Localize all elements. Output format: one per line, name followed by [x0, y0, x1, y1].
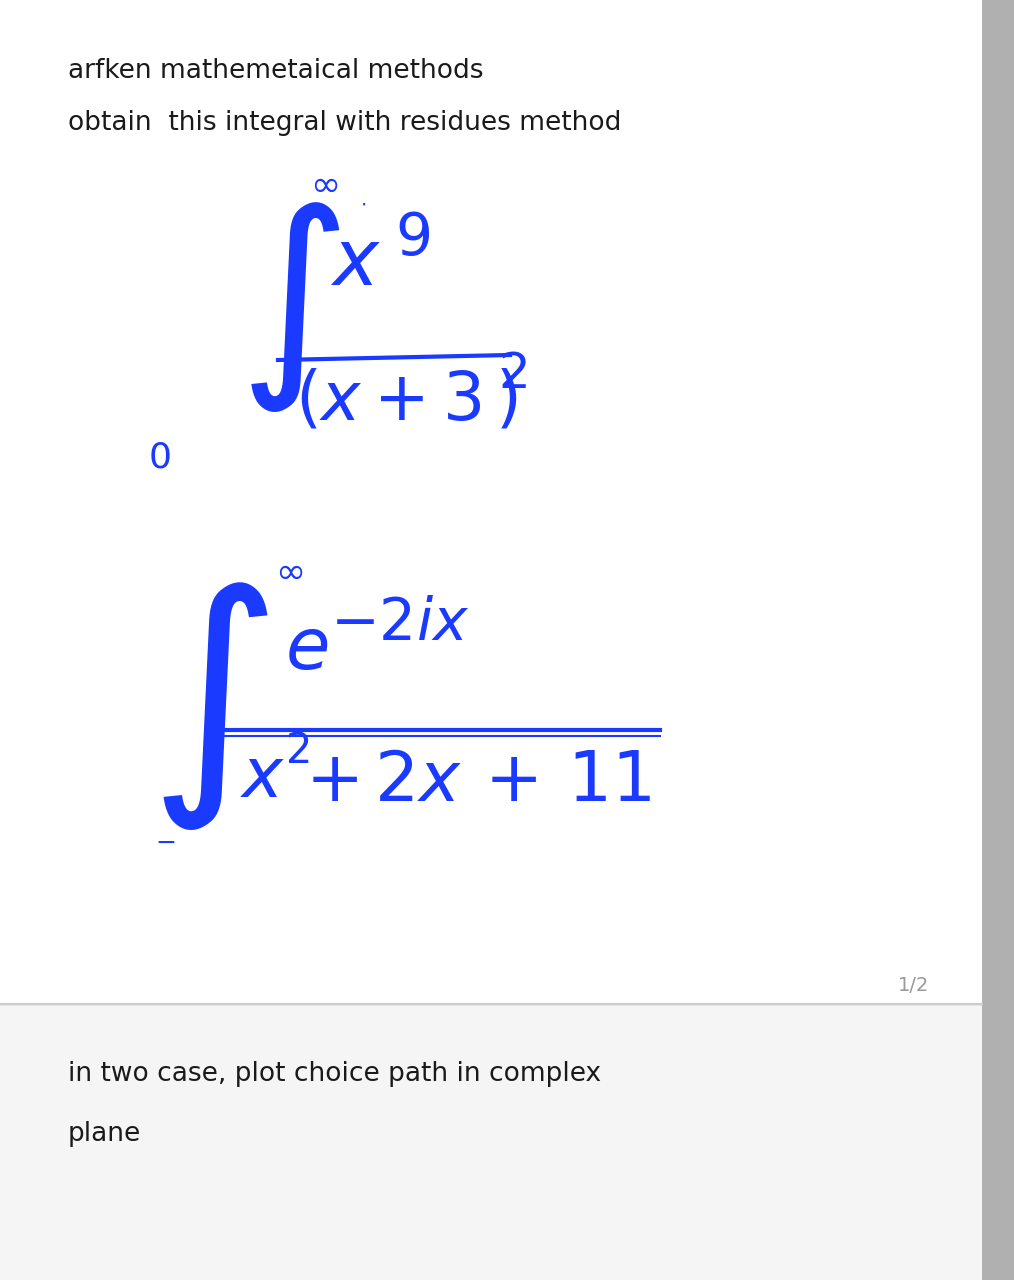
Text: $2$: $2$: [498, 349, 526, 398]
Text: $x$: $x$: [240, 744, 286, 812]
Text: $2$: $2$: [285, 730, 309, 772]
Text: $-$: $-$: [155, 829, 175, 854]
Text: $(x+3\,)$: $(x+3\,)$: [295, 369, 517, 434]
FancyBboxPatch shape: [0, 1006, 982, 1280]
Text: $9$: $9$: [395, 210, 430, 268]
Text: $\infty$: $\infty$: [310, 168, 339, 202]
Text: 1/2: 1/2: [898, 975, 930, 995]
FancyBboxPatch shape: [0, 0, 984, 1004]
Text: $\int$: $\int$: [148, 580, 269, 832]
Text: $x$: $x$: [330, 225, 380, 301]
Text: $\cdot$: $\cdot$: [360, 195, 366, 214]
Text: $0$: $0$: [148, 440, 170, 474]
Text: $\infty$: $\infty$: [275, 556, 303, 589]
Text: arfken mathemetaical methods: arfken mathemetaical methods: [68, 58, 484, 84]
Text: $\int$: $\int$: [238, 200, 341, 413]
Text: $e$: $e$: [285, 614, 329, 684]
FancyBboxPatch shape: [982, 0, 1014, 1280]
Text: $+\,2x\,+\,11$: $+\,2x\,+\,11$: [305, 748, 652, 815]
Text: plane: plane: [68, 1121, 141, 1147]
Text: $-2ix$: $-2ix$: [330, 595, 469, 652]
Text: obtain  this integral with residues method: obtain this integral with residues metho…: [68, 110, 622, 136]
Text: in two case, plot choice path in complex: in two case, plot choice path in complex: [68, 1061, 601, 1087]
